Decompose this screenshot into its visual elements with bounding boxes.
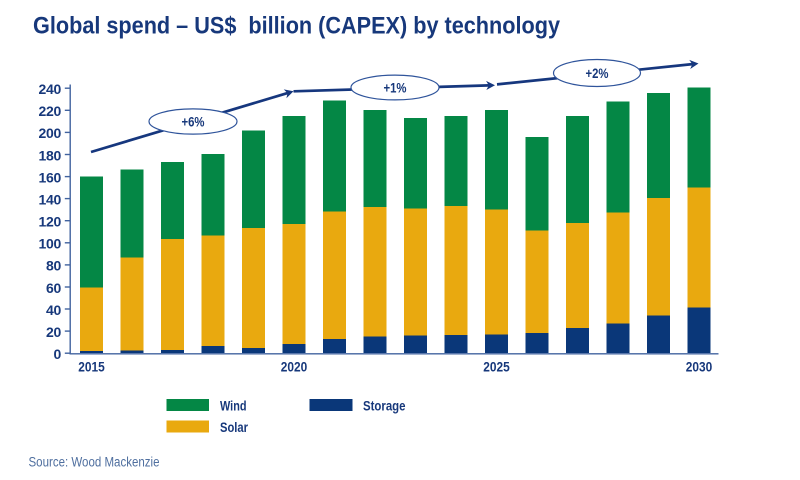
svg-text:60: 60 bbox=[46, 280, 61, 296]
svg-text:2025: 2025 bbox=[483, 359, 510, 375]
svg-text:180: 180 bbox=[39, 147, 62, 163]
svg-text:20: 20 bbox=[46, 324, 61, 340]
svg-text:100: 100 bbox=[39, 236, 62, 252]
svg-text:Storage: Storage bbox=[363, 397, 406, 413]
svg-text:2015: 2015 bbox=[78, 359, 105, 375]
svg-text:200: 200 bbox=[39, 125, 62, 141]
svg-text:+1%: +1% bbox=[384, 81, 407, 96]
svg-text:Solar: Solar bbox=[220, 419, 248, 435]
svg-text:2020: 2020 bbox=[281, 359, 308, 375]
svg-text:140: 140 bbox=[39, 191, 62, 207]
svg-text:160: 160 bbox=[39, 169, 62, 185]
svg-text:240: 240 bbox=[39, 81, 62, 97]
svg-text:+6%: +6% bbox=[182, 115, 205, 130]
svg-text:+2%: +2% bbox=[586, 66, 609, 81]
svg-text:Source: Wood Mackenzie: Source: Wood Mackenzie bbox=[29, 455, 160, 470]
svg-text:40: 40 bbox=[46, 302, 61, 318]
svg-text:80: 80 bbox=[46, 258, 61, 274]
svg-text:0: 0 bbox=[54, 346, 62, 362]
svg-text:Wind: Wind bbox=[220, 397, 247, 413]
svg-text:220: 220 bbox=[39, 103, 62, 119]
svg-text:Global spend – US$ billion (C: Global spend – US$ billion (CAPEX) by te… bbox=[33, 13, 561, 40]
svg-text:2030: 2030 bbox=[686, 359, 713, 375]
svg-text:120: 120 bbox=[39, 214, 62, 230]
